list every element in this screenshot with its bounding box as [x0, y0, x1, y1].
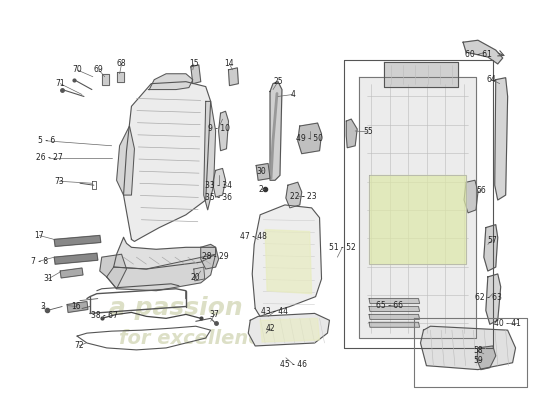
Text: 4: 4 [290, 90, 295, 99]
Text: 64: 64 [487, 75, 497, 84]
Polygon shape [102, 74, 109, 85]
Polygon shape [260, 318, 320, 342]
Polygon shape [384, 62, 458, 86]
Text: 5 - 6: 5 - 6 [38, 136, 55, 145]
Polygon shape [369, 314, 420, 319]
Text: 26 - 27: 26 - 27 [36, 153, 63, 162]
Polygon shape [54, 236, 101, 246]
Polygon shape [248, 314, 329, 346]
Polygon shape [256, 164, 270, 180]
Polygon shape [421, 326, 515, 370]
Polygon shape [201, 244, 218, 269]
Polygon shape [204, 101, 216, 210]
Text: 15: 15 [189, 60, 199, 68]
Text: 28 - 29: 28 - 29 [202, 252, 229, 261]
Polygon shape [114, 238, 216, 269]
Text: 35 - 36: 35 - 36 [205, 192, 232, 202]
Text: 55: 55 [363, 128, 373, 136]
Polygon shape [194, 267, 205, 281]
Text: 47 - 48: 47 - 48 [240, 232, 267, 241]
Text: a passion: a passion [109, 296, 243, 320]
Text: 71: 71 [56, 79, 65, 88]
Polygon shape [54, 253, 98, 264]
Polygon shape [270, 82, 282, 180]
Polygon shape [117, 126, 134, 195]
Text: 9 - 10: 9 - 10 [207, 124, 229, 132]
Polygon shape [369, 306, 420, 312]
Text: 33 - 34: 33 - 34 [205, 181, 232, 190]
Polygon shape [286, 182, 302, 208]
Polygon shape [486, 274, 500, 324]
Polygon shape [191, 65, 201, 84]
Polygon shape [100, 254, 126, 289]
Text: 62 - 63: 62 - 63 [475, 293, 502, 302]
Polygon shape [495, 78, 508, 200]
Text: 7 - 8: 7 - 8 [31, 257, 48, 266]
Polygon shape [67, 302, 88, 312]
Text: 31: 31 [43, 274, 53, 283]
Text: for excellence: for excellence [119, 328, 273, 348]
Text: 3: 3 [40, 302, 45, 311]
Polygon shape [218, 111, 228, 151]
Polygon shape [346, 119, 357, 148]
Polygon shape [359, 77, 476, 338]
Text: 43 - 44: 43 - 44 [261, 307, 289, 316]
Polygon shape [228, 68, 238, 86]
Text: 65 - 66: 65 - 66 [376, 301, 403, 310]
Text: 14: 14 [224, 60, 234, 68]
Polygon shape [369, 175, 466, 264]
Text: 40 - 41: 40 - 41 [494, 319, 521, 328]
Text: 16: 16 [71, 302, 81, 311]
Polygon shape [252, 205, 322, 316]
Text: 68: 68 [117, 60, 126, 68]
Text: 58: 58 [473, 346, 483, 355]
Polygon shape [369, 322, 420, 327]
Polygon shape [107, 254, 216, 291]
Polygon shape [124, 82, 211, 242]
Text: 2: 2 [258, 185, 263, 194]
Text: 57: 57 [487, 236, 497, 245]
Text: 37: 37 [210, 310, 219, 319]
Text: 38 - 67: 38 - 67 [91, 311, 118, 320]
Polygon shape [484, 225, 498, 271]
Text: 20: 20 [191, 274, 201, 282]
Text: 45 - 46: 45 - 46 [280, 360, 307, 369]
Text: 22 - 23: 22 - 23 [290, 192, 317, 200]
Polygon shape [265, 230, 312, 294]
Text: 72: 72 [74, 342, 84, 350]
Polygon shape [298, 123, 322, 154]
Text: 25: 25 [273, 77, 283, 86]
Polygon shape [60, 268, 83, 278]
Text: 17: 17 [35, 231, 44, 240]
Text: 49 - 50: 49 - 50 [296, 134, 323, 143]
Text: 60 - 61: 60 - 61 [465, 50, 492, 58]
Polygon shape [477, 346, 496, 370]
Polygon shape [117, 72, 124, 82]
Text: 70: 70 [72, 65, 82, 74]
Text: 30: 30 [256, 167, 266, 176]
Text: 51 - 52: 51 - 52 [329, 243, 356, 252]
Text: 42: 42 [265, 324, 275, 333]
Polygon shape [464, 180, 478, 213]
Polygon shape [369, 299, 420, 304]
Polygon shape [148, 74, 193, 90]
Text: 59: 59 [473, 356, 483, 365]
Text: 73: 73 [54, 177, 64, 186]
Text: 56: 56 [476, 186, 486, 195]
Text: 69: 69 [94, 65, 103, 74]
Polygon shape [463, 40, 503, 64]
Polygon shape [213, 168, 225, 197]
